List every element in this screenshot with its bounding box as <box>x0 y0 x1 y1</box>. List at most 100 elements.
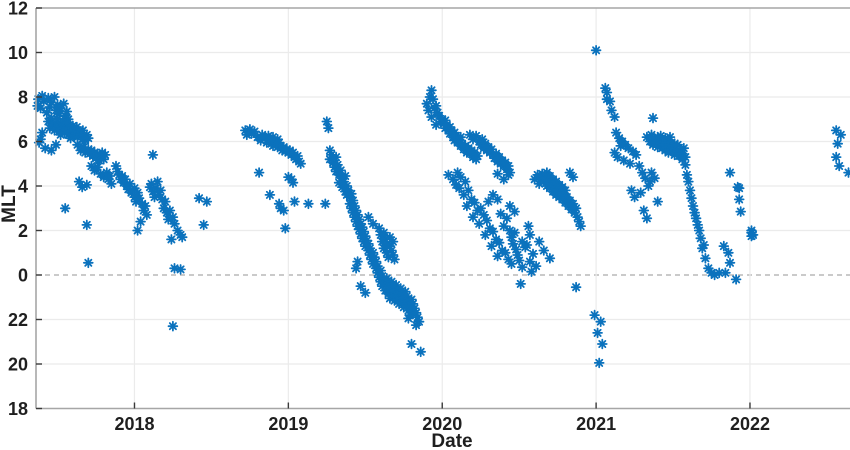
y-tick-label: 20 <box>8 355 28 375</box>
scatter-point <box>681 169 693 181</box>
scatter-point <box>624 158 636 169</box>
x-tick-label: 2018 <box>114 414 154 434</box>
scatter-point <box>570 281 582 293</box>
scatter-point <box>735 206 747 217</box>
y-tick-label: 22 <box>8 310 28 330</box>
scatter-point <box>132 225 143 236</box>
scatter-point <box>359 287 371 299</box>
scatter-point <box>410 319 422 331</box>
scatter-point <box>289 196 300 207</box>
scatter-point <box>720 267 731 279</box>
y-tick-label: 2 <box>18 221 28 241</box>
scatter-point <box>733 194 745 205</box>
scatter-point <box>373 223 385 234</box>
scatter-point <box>167 320 179 332</box>
scatter-point <box>559 185 571 196</box>
scatter-point <box>503 169 514 181</box>
scatter-point <box>463 185 474 196</box>
scatter-point <box>323 122 334 134</box>
x-axis-label: Date <box>431 431 472 450</box>
scatter-point <box>455 131 467 143</box>
scatter-point <box>278 205 290 216</box>
scatter-point <box>83 132 94 144</box>
scatter-point <box>175 264 186 275</box>
scatter-point <box>140 200 151 212</box>
scatter-point <box>321 116 333 127</box>
scatter-point <box>524 229 536 241</box>
scatter-point <box>724 257 736 269</box>
scatter-point <box>524 256 536 267</box>
scatter-point <box>61 106 73 117</box>
scatter-point <box>147 149 159 161</box>
scatter-point <box>629 191 640 203</box>
scatter-point <box>198 219 209 231</box>
scatter-point <box>523 220 534 232</box>
y-tick-label: 4 <box>18 177 28 197</box>
scatter-point <box>104 170 116 182</box>
scatter-point <box>724 167 736 178</box>
scatter-point <box>472 150 483 162</box>
scatter-point <box>264 189 276 201</box>
scatter-point <box>83 257 94 269</box>
scatter-point <box>538 245 550 256</box>
grid-layer <box>36 8 850 409</box>
scatter-point <box>698 239 710 251</box>
scatter-point <box>575 220 587 232</box>
x-tick-label: 2019 <box>268 414 308 434</box>
scatter-point <box>367 218 379 230</box>
y-tick-label: 12 <box>8 0 28 19</box>
scatter-point <box>684 185 696 196</box>
scatter-point <box>533 236 545 247</box>
scatter-point <box>592 327 603 339</box>
scatter-point <box>152 176 163 187</box>
scatter-point <box>652 196 664 207</box>
x-tick-label: 2020 <box>422 414 462 434</box>
y-axis-label: MLT <box>0 185 20 223</box>
y-tick-label: 6 <box>18 132 28 152</box>
scatter-point <box>330 151 342 163</box>
scatter-point <box>830 151 842 163</box>
scatter-point <box>687 200 699 212</box>
x-tick-label: 2022 <box>730 414 770 434</box>
scatter-point <box>690 213 702 224</box>
scatter-point <box>406 338 417 350</box>
scatter-point <box>680 159 691 171</box>
scatter-point <box>733 182 745 194</box>
scatter-point <box>515 278 527 290</box>
scatter-point <box>746 230 757 242</box>
scatter-point <box>350 262 362 274</box>
scatter-point <box>832 138 844 149</box>
x-tick-label: 2021 <box>576 414 616 434</box>
scatter-point <box>593 357 605 369</box>
scatter-point <box>99 149 111 161</box>
scatter-point <box>167 211 179 223</box>
scatter-point <box>730 274 742 285</box>
scatter-point <box>415 346 427 358</box>
scatter-point <box>544 252 556 264</box>
scatter-point <box>833 160 845 172</box>
scatter-point <box>339 170 351 182</box>
scatter-point <box>590 44 602 56</box>
scatter-point <box>483 196 494 207</box>
scatter-point <box>453 182 465 194</box>
scatter-point <box>526 266 537 278</box>
scatter-point <box>516 261 528 273</box>
scatter-point <box>644 176 656 187</box>
scatter-point <box>564 167 576 178</box>
scatter-point <box>363 211 374 223</box>
scatter-point <box>509 227 520 238</box>
scatter-point <box>595 316 607 328</box>
scatter-point <box>346 188 357 200</box>
scatter-point <box>596 338 608 350</box>
scatter-point <box>319 198 331 210</box>
scatter-point <box>492 194 503 205</box>
scatter-point <box>495 208 507 220</box>
scatter-point <box>686 192 697 204</box>
scatter-point <box>155 185 166 196</box>
scatter-point <box>201 196 213 207</box>
scatter-point <box>36 127 48 138</box>
scatter-point <box>421 98 433 109</box>
scatter-point <box>641 213 653 224</box>
scatter-point <box>135 216 146 227</box>
